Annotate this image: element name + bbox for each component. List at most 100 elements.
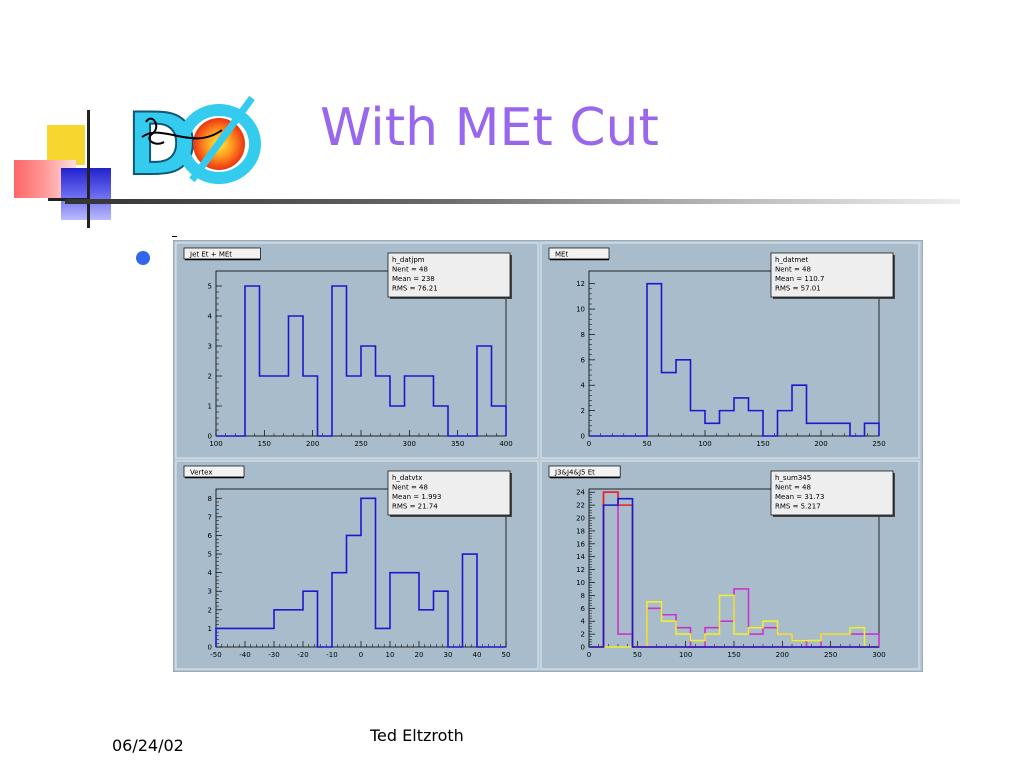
histogram-title: Vertex <box>190 469 213 477</box>
y-tick-label: 16 <box>576 540 585 548</box>
y-tick-label: 1 <box>208 625 212 633</box>
y-tick-label: 14 <box>576 553 585 561</box>
x-tick-label: -50 <box>210 651 221 659</box>
stats-box <box>387 252 511 298</box>
stats-nent: Nent = 48 <box>775 266 811 274</box>
histogram-series-1 <box>216 285 507 437</box>
y-tick-label: 20 <box>576 515 585 523</box>
y-tick-label: 8 <box>208 495 212 503</box>
y-tick-label: 18 <box>576 527 585 535</box>
x-tick-label: 50 <box>633 651 642 659</box>
stats-rms: RMS = 21.74 <box>392 503 438 511</box>
logo-text: D <box>126 95 197 186</box>
x-tick-label: 200 <box>776 651 789 659</box>
histogram-title: MEt <box>555 251 568 259</box>
slide-title: With MEt Cut <box>320 98 659 158</box>
y-tick-label: 5 <box>208 283 212 291</box>
y-tick-label: 0 <box>208 433 212 441</box>
stats-mean: Mean = 31.73 <box>775 493 824 501</box>
histogram-series-1 <box>215 497 506 648</box>
stats-name: h_datvtx <box>392 474 422 482</box>
x-tick-label: 150 <box>727 651 740 659</box>
y-tick-label: 0 <box>581 433 585 441</box>
stats-name: h_datmet <box>775 256 809 264</box>
x-tick-label: 400 <box>499 440 512 448</box>
y-tick-label: 7 <box>208 513 212 521</box>
x-tick-label: 200 <box>306 440 319 448</box>
x-tick-label: 30 <box>444 651 453 659</box>
y-tick-label: 6 <box>208 532 213 540</box>
stats-mean: Mean = 110.7 <box>775 275 824 283</box>
stray-dash <box>172 236 177 237</box>
x-tick-label: 0 <box>359 651 363 659</box>
histogram-series-4 <box>589 497 879 648</box>
x-tick-label: 250 <box>872 440 885 448</box>
y-tick-label: 22 <box>576 502 585 510</box>
y-tick-label: 4 <box>581 382 586 390</box>
x-tick-label: 150 <box>258 440 271 448</box>
stats-nent: Nent = 48 <box>392 484 428 492</box>
y-tick-label: 12 <box>576 566 585 574</box>
y-tick-label: 12 <box>576 280 585 288</box>
blue-square <box>61 168 111 220</box>
histogram-panel-2: 0 50 100 150 200 250 0 2 4 6 8 10 12 MEt h_datmet Nent … <box>540 242 920 459</box>
x-tick-label: 50 <box>643 440 652 448</box>
histogram-title: J3&J4&J5 Et <box>554 469 595 477</box>
d0-logo: D <box>125 94 261 186</box>
stats-mean: Mean = 238 <box>392 275 435 283</box>
histogram-panel-1: 100 150 200 250 300 350 400 0 1 2 3 4 5 Jet Et + MEt h… <box>175 242 539 459</box>
x-tick-label: 200 <box>814 440 827 448</box>
y-tick-label: 2 <box>581 631 585 639</box>
x-tick-label: -20 <box>297 651 308 659</box>
x-tick-label: 100 <box>698 440 711 448</box>
stats-name: h_datjpm <box>392 256 425 264</box>
y-tick-label: 1 <box>208 403 212 411</box>
x-tick-label: -40 <box>239 651 250 659</box>
x-tick-label: 20 <box>415 651 424 659</box>
x-tick-label: 40 <box>473 651 482 659</box>
y-tick-label: 4 <box>581 618 586 626</box>
x-tick-label: -30 <box>268 651 279 659</box>
slide-author: Ted Eltzroth <box>370 726 464 745</box>
y-tick-label: 4 <box>208 313 213 321</box>
histogram-panel-4: 0 50 100 150 200 250 300024681012141618202224J… <box>540 460 920 670</box>
histogram-series-1 <box>589 282 880 437</box>
x-tick-label: 50 <box>502 651 511 659</box>
vline <box>87 110 90 228</box>
plot-frame <box>588 270 880 437</box>
stats-box <box>770 470 894 516</box>
stats-rms: RMS = 57.01 <box>775 285 821 293</box>
x-tick-label: 300 <box>872 651 885 659</box>
x-tick-label: 10 <box>386 651 395 659</box>
x-tick-label: 100 <box>209 440 222 448</box>
stats-name: h_sum345 <box>775 474 811 482</box>
x-tick-label: 250 <box>824 651 837 659</box>
y-tick-label: 6 <box>581 605 586 613</box>
yellow-square <box>47 125 85 165</box>
title-divider <box>65 199 960 204</box>
histogram-series-2 <box>589 594 879 648</box>
y-tick-label: 3 <box>208 343 212 351</box>
y-tick-label: 5 <box>208 551 212 559</box>
stats-rms: RMS = 5.217 <box>775 503 821 511</box>
y-tick-label: 2 <box>208 373 212 381</box>
y-tick-label: 6 <box>581 356 586 364</box>
y-tick-label: 2 <box>208 606 212 614</box>
y-tick-label: 2 <box>581 407 585 415</box>
x-tick-label: 0 <box>587 440 591 448</box>
y-tick-label: 0 <box>208 644 212 652</box>
y-tick-label: 10 <box>576 579 585 587</box>
y-tick-label: 3 <box>208 588 212 596</box>
x-tick-label: 250 <box>354 440 367 448</box>
y-tick-label: 0 <box>581 644 585 652</box>
x-tick-label: 350 <box>451 440 464 448</box>
stats-box <box>770 252 894 298</box>
stats-nent: Nent = 48 <box>775 484 811 492</box>
histogram-panel-3: -50 -40 -30 -20 -10 0 10 20 30 40 50 0 1 2 3 4 5 6 7 8 Verte… <box>175 460 539 670</box>
bullet-icon <box>136 251 150 265</box>
stats-box <box>387 470 511 516</box>
stats-mean: Mean = 1.993 <box>392 493 441 501</box>
histogram-title: Jet Et + MEt <box>189 251 232 259</box>
y-tick-label: 4 <box>208 569 213 577</box>
x-tick-label: -10 <box>326 651 337 659</box>
